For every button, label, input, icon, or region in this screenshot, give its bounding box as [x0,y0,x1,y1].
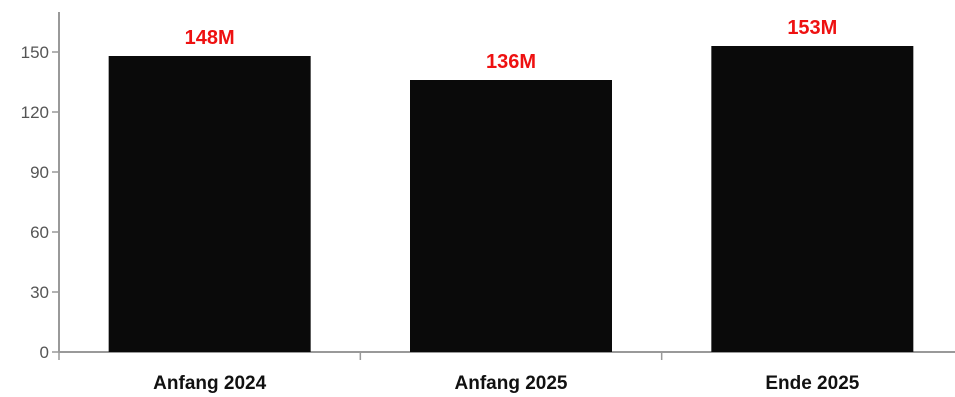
category-label: Ende 2025 [765,373,859,394]
y-tick-label: 30 [30,283,49,302]
bar-ende-2025 [711,46,914,352]
y-tick-label: 90 [30,163,49,182]
category-label: Anfang 2024 [153,373,266,394]
bar-anfang-2025 [410,80,612,352]
data-labels: 148M 136M 153M [185,17,838,73]
y-tick-label: 150 [21,43,49,62]
y-tick-label: 60 [30,223,49,242]
data-label: 148M [185,27,235,49]
y-tick-label: 0 [40,343,49,362]
x-axis: Anfang 2024 Anfang 2025 Ende 2025 [58,351,955,394]
y-tick-label: 120 [21,103,49,122]
y-axis: 0 30 60 90 120 150 [21,12,60,362]
category-label: Anfang 2025 [455,373,568,394]
bars [108,46,914,352]
bar-anfang-2024 [108,56,311,352]
data-label: 136M [486,51,536,73]
data-label: 153M [787,17,837,39]
